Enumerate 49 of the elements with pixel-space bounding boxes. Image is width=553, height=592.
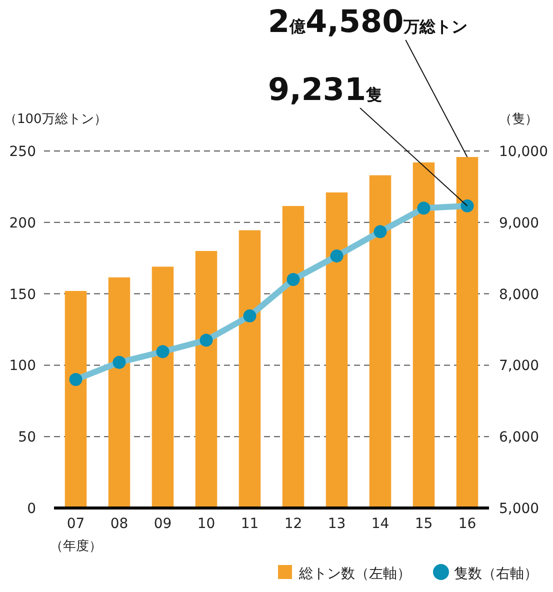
- x-tick-label: 07: [66, 516, 85, 532]
- y-tick-label: 250: [9, 144, 36, 160]
- y-tick-label: 200: [9, 215, 36, 232]
- point: [200, 334, 213, 347]
- point: [460, 199, 474, 212]
- y2-tick-label: 6,000: [499, 430, 540, 446]
- bar: [282, 206, 304, 508]
- bar: [64, 290, 87, 508]
- bar: [195, 250, 218, 508]
- bar: [152, 266, 174, 508]
- x-tick-label: 13: [328, 516, 346, 532]
- annotation: 2億4,580万総トン: [268, 4, 468, 40]
- point: [112, 356, 126, 369]
- y-axis-title: （100万総トン）: [4, 112, 107, 127]
- y-tick-label: 0: [27, 501, 36, 517]
- point: [156, 345, 170, 358]
- y2-tick-label: 10,000: [499, 144, 548, 160]
- y-tick-label: 150: [9, 286, 36, 303]
- legend-label: 総トン数（左軸）: [298, 566, 411, 582]
- point: [243, 309, 256, 322]
- point: [374, 225, 387, 238]
- y2-axis-title: （隻）: [499, 112, 538, 127]
- point: [69, 372, 82, 386]
- bar: [369, 175, 392, 508]
- bar: [108, 277, 130, 508]
- y-tick-label: 50: [18, 430, 36, 446]
- x-axis-title: （年度）: [50, 538, 102, 554]
- legend-label: 隻数（右軸）: [454, 566, 538, 582]
- point: [286, 273, 300, 286]
- bar: [326, 192, 348, 508]
- y2-tick-label: 7,000: [499, 358, 540, 374]
- point: [330, 249, 344, 262]
- x-tick-label: 16: [458, 516, 476, 532]
- y-tick-label: 100: [9, 358, 36, 374]
- y2-tick-label: 5,000: [499, 501, 540, 517]
- annotation: 9,231隻: [268, 72, 382, 108]
- x-tick-label: 11: [240, 516, 259, 532]
- x-tick-label: 14: [371, 516, 390, 532]
- point: [417, 202, 430, 215]
- x-tick-label: 08: [110, 516, 128, 532]
- bar: [456, 157, 478, 508]
- x-tick-label: 15: [414, 516, 433, 532]
- bar: [412, 162, 435, 508]
- x-tick-label: 09: [154, 516, 172, 532]
- bar: [238, 230, 261, 508]
- y2-tick-label: 9,000: [499, 215, 540, 232]
- x-tick-label: 10: [197, 516, 216, 532]
- x-tick-label: 12: [284, 516, 302, 532]
- y2-tick-label: 8,000: [499, 286, 540, 303]
